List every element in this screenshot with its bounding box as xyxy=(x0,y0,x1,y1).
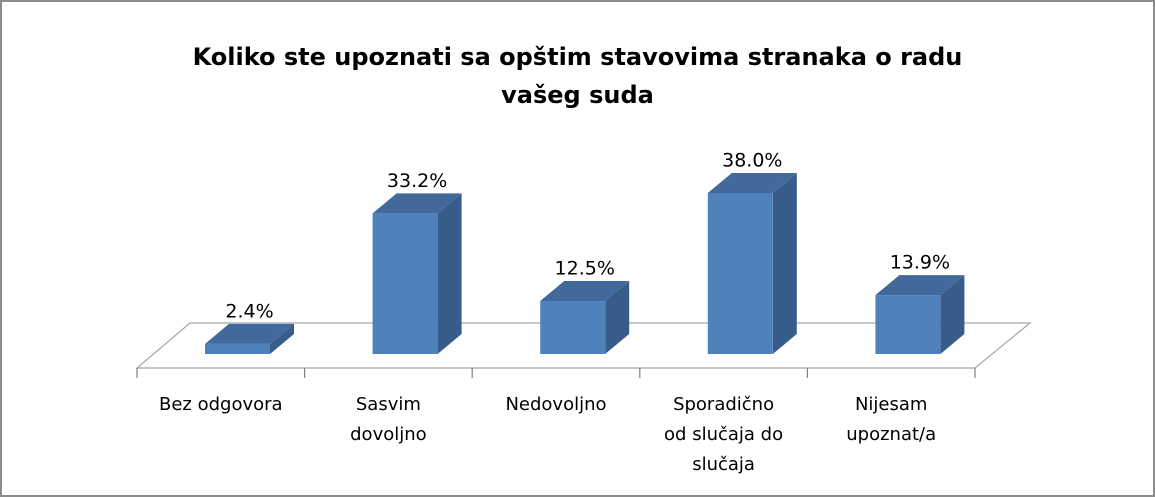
bar-front xyxy=(875,295,941,354)
value-label: 33.2% xyxy=(387,170,447,192)
title-box: Koliko ste upoznati sa opštim stavovima … xyxy=(192,43,963,109)
bar xyxy=(372,193,462,354)
bar-side xyxy=(772,173,797,354)
x-tick-label: Bez odgovora xyxy=(159,394,283,415)
value-label: 2.4% xyxy=(225,300,273,322)
bar-top xyxy=(540,281,630,302)
bar xyxy=(205,323,294,354)
x-tick-label: Nijesam upoznat/a xyxy=(846,394,937,445)
bar-side xyxy=(940,275,965,354)
bar-top xyxy=(205,323,294,344)
bar-front xyxy=(540,301,606,354)
category-box: Nedovoljno xyxy=(505,394,607,415)
category-box: Sporadično od slučaja do slučaja xyxy=(664,394,784,475)
bar-front xyxy=(372,213,438,354)
category-box: Nijesam upoznat/a xyxy=(846,394,937,445)
bar-side xyxy=(437,193,462,354)
x-tick-label: Sasvim dovoljno xyxy=(350,394,427,445)
value-label: 12.5% xyxy=(555,258,615,280)
chart-title: Koliko ste upoznati sa opštim stavovima … xyxy=(192,43,963,109)
bar-side xyxy=(605,281,630,354)
value-label: 38.0% xyxy=(722,150,782,172)
x-tick-label: Sporadično od slučaja do slučaja xyxy=(664,394,784,475)
category-box: Sasvim dovoljno xyxy=(350,394,427,445)
bar-front xyxy=(205,343,270,354)
bar-top xyxy=(875,275,965,296)
bar xyxy=(707,173,797,354)
value-label: 13.9% xyxy=(890,252,950,274)
bar-front xyxy=(707,193,773,354)
x-tick-label: Nedovoljno xyxy=(505,394,607,415)
bar-top xyxy=(707,173,797,193)
bar xyxy=(540,281,630,354)
bar-top xyxy=(372,193,462,214)
bar xyxy=(875,275,965,354)
bar-side xyxy=(270,323,294,354)
category-box: Bez odgovora xyxy=(159,394,283,415)
